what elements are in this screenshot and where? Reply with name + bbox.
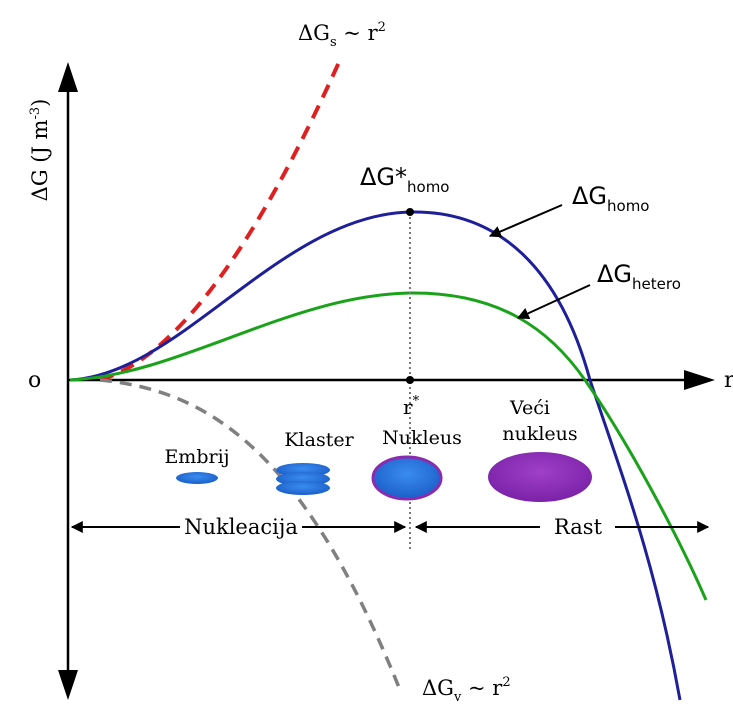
- larger-nucleus-shape: [488, 452, 592, 502]
- x-axis-label: r: [724, 368, 733, 393]
- nucleus-shape: [371, 455, 443, 501]
- hetero-energy-curve: [69, 291, 708, 601]
- growth-label: Rast: [554, 515, 603, 539]
- origin-label: o: [28, 368, 41, 393]
- y-axis-up-arrow: [58, 62, 78, 92]
- y-axis-down-arrow: [58, 670, 78, 700]
- volume-energy-curve: [99, 378, 402, 691]
- axes: [58, 62, 715, 700]
- larger-nucleus-label-line2: nukleus: [502, 423, 577, 445]
- embryo-shape: [176, 472, 218, 484]
- homo-peak-point: [406, 208, 414, 216]
- homo-energy-curve: [69, 210, 682, 701]
- surface-term-label: ΔGs ~ r2: [298, 20, 386, 50]
- nucleus-label: Nukleus: [382, 427, 462, 449]
- volume-term-label: ΔGv ~ r2: [422, 675, 511, 705]
- y-axis-label: ΔG (J m-3): [28, 99, 52, 202]
- homo-curve-label: ΔGhomo: [572, 182, 650, 215]
- x-axis-arrow: [684, 370, 715, 390]
- hetero-pointer-arrow: [516, 284, 591, 319]
- surface-energy-curve: [99, 59, 342, 382]
- larger-nucleus-label-line1: Veći: [509, 397, 550, 419]
- homo-peak-label: ΔG*homo: [360, 163, 450, 196]
- cluster-label: Klaster: [284, 429, 354, 451]
- r-star-point: [406, 376, 414, 384]
- nucleation-label: Nukleacija: [184, 515, 298, 539]
- hetero-curve-label: ΔGhetero: [597, 260, 681, 293]
- homo-pointer-arrow: [488, 204, 563, 238]
- embryo-label: Embrij: [164, 446, 229, 468]
- cluster-shape: [276, 463, 330, 495]
- r-star-label: r*: [403, 394, 420, 419]
